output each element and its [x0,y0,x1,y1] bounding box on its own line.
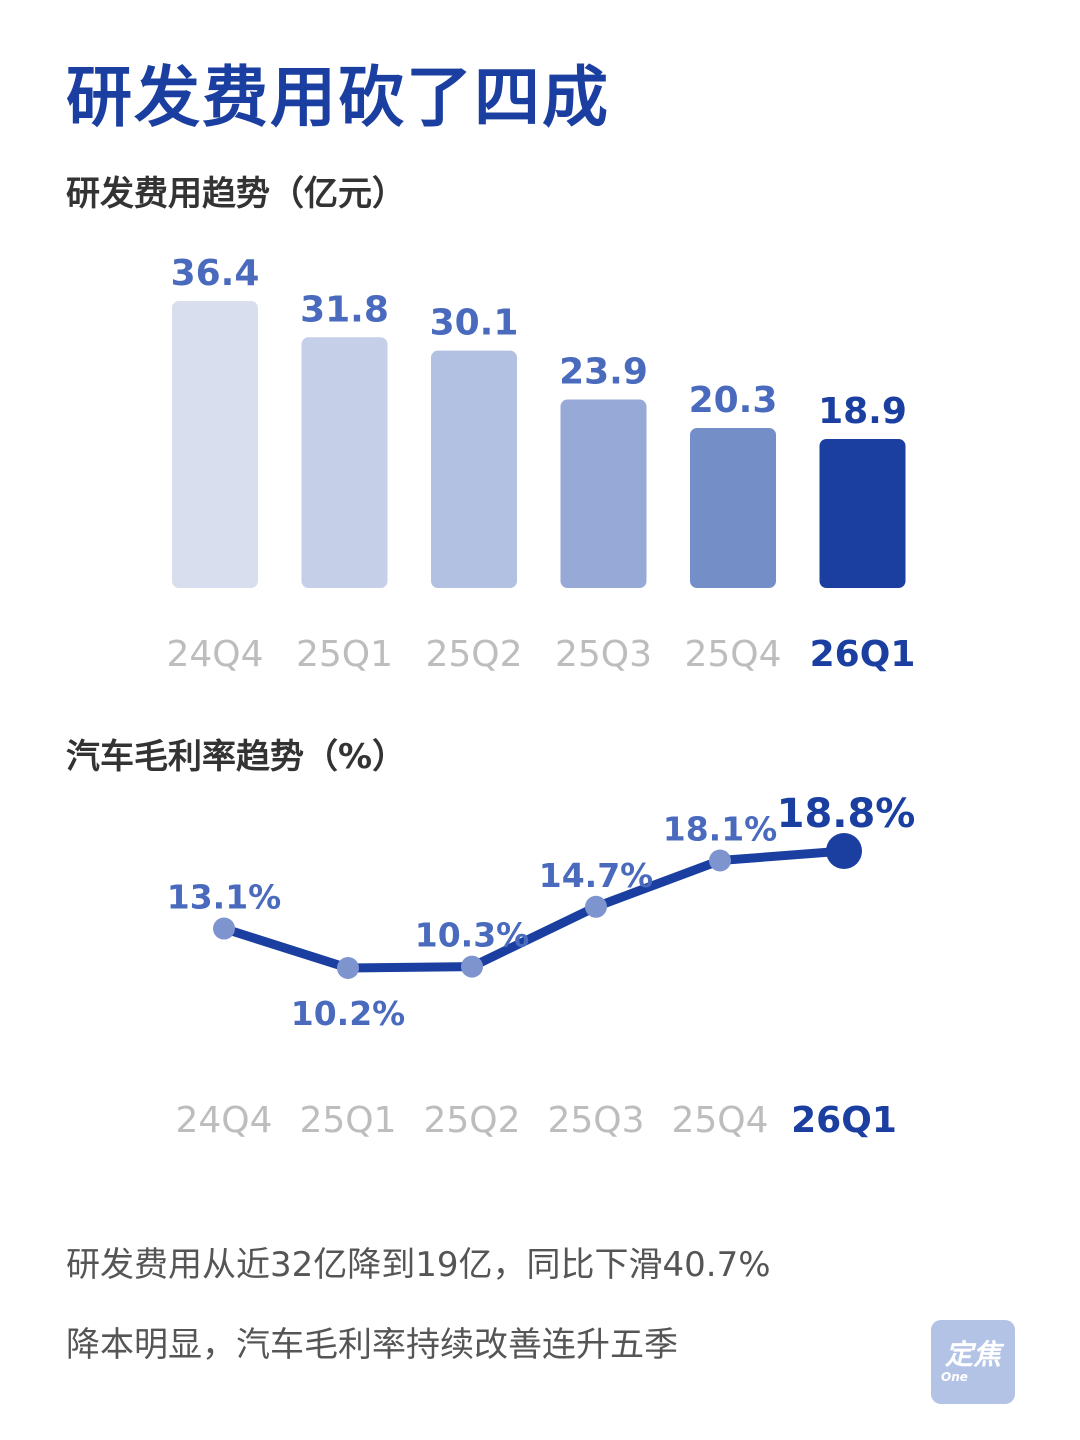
line-category-label: 25Q3 [547,1100,644,1141]
point-value-label: 18.8% [777,791,916,837]
bar-category-label: 25Q3 [555,634,652,675]
point-value-label: 14.7% [539,856,654,895]
bar-category-label: 25Q2 [425,634,522,675]
bar-26Q1 [819,438,906,588]
point-24Q4 [213,917,235,940]
rd-expense-bar-chart: 36.4 24Q4 31.8 25Q1 30.1 25Q2 23.9 25Q3 20.3 25Q4… [166,253,916,675]
point-25Q1 [337,957,359,979]
point-value-label: 13.1% [167,878,282,917]
bar-25Q3 [560,399,647,588]
bar-25Q2 [431,350,517,588]
point-26Q1 [826,833,862,869]
point-25Q4 [709,849,731,872]
footer-line-2: 降本明显，汽车毛利率持续改善连升五季 [66,1325,678,1365]
bar-value-label: 30.1 [430,303,519,344]
page-title: 研发费用砍了四成 [66,59,610,136]
brand-logo-text: 定焦 [944,1338,1001,1371]
brand-logo: 定焦 One [931,1320,1015,1404]
point-25Q3 [585,895,607,918]
bar-value-label: 36.4 [171,253,260,294]
bar-category-label: 26Q1 [810,634,916,675]
bar-chart-title: 研发费用趋势（亿元） [66,174,406,214]
margin-line [219,846,849,973]
footer-line-1: 研发费用从近32亿降到19亿，同比下滑40.7% [66,1245,771,1285]
line-category-label: 24Q4 [175,1100,272,1141]
point-value-label: 10.3% [415,916,530,955]
gross-margin-line-chart: 13.1% 24Q4 10.2% 25Q1 10.3% 25Q2 14.7% 25Q3 18.1… [167,791,916,1141]
point-value-label: 18.1% [663,810,778,849]
bar-category-label: 25Q1 [296,634,393,675]
point-25Q2 [461,955,483,978]
bar-value-label: 18.9 [818,391,907,432]
point-value-label: 10.2% [291,994,406,1033]
bar-value-label: 31.8 [300,289,389,330]
bar-24Q4 [172,301,258,588]
line-category-label: 25Q2 [423,1100,520,1141]
line-category-label: 25Q1 [299,1100,396,1141]
bar-value-label: 23.9 [559,352,648,393]
bar-category-label: 24Q4 [166,634,263,675]
bar-25Q4 [690,427,776,588]
bar-value-label: 20.3 [689,380,778,421]
bar-25Q1 [301,337,388,588]
bar-category-label: 25Q4 [684,634,781,675]
brand-logo-subtext: One [941,1370,968,1384]
line-category-label: 26Q1 [791,1100,897,1141]
line-chart-title: 汽车毛利率趋势（%） [66,737,407,777]
line-category-label: 25Q4 [671,1100,768,1141]
